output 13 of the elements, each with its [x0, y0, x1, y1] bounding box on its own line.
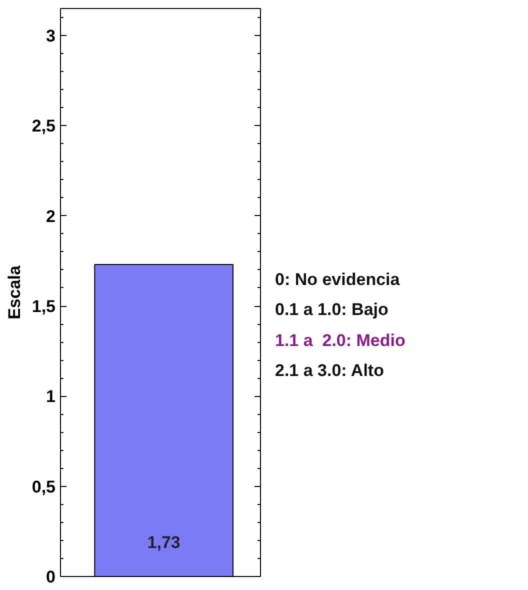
y-tick-label: 3 — [46, 26, 56, 46]
text: 0.1 a 1.0: Bajo — [275, 299, 390, 322]
text: 2.1 a 3.0: Alto — [275, 360, 385, 382]
y-tick-label: 2,5 — [32, 116, 56, 136]
y-tick-label: 1 — [46, 387, 56, 406]
text: 1.1 a 2.0: Medio — [275, 330, 406, 352]
y-tick-label: 0,5 — [32, 477, 56, 496]
text: 0: No evidencia — [275, 269, 401, 291]
y-tick-label: 0 — [46, 568, 56, 586]
y-tick-label: 1,5 — [32, 297, 56, 316]
y-tick-label: 2 — [46, 206, 56, 226]
data-label: 1,73 — [147, 533, 180, 552]
y-axis-title: Escala — [4, 265, 24, 320]
